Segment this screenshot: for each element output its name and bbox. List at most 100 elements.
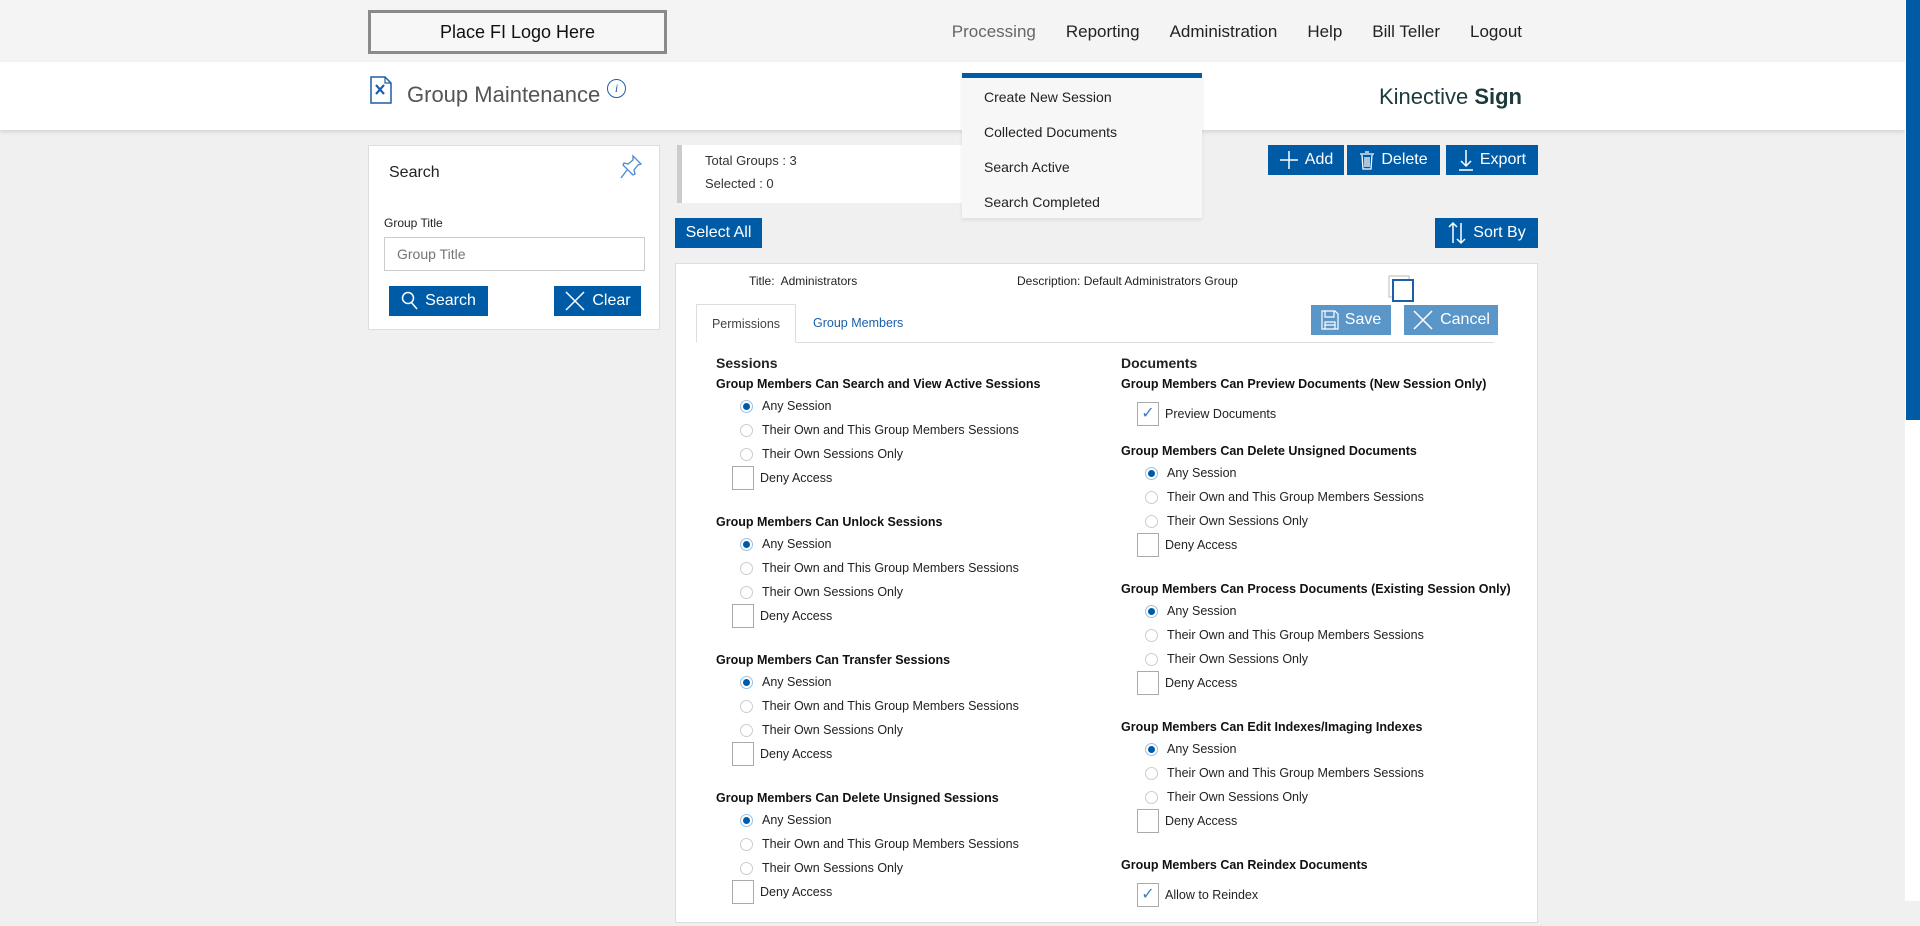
radio-button (1145, 490, 1158, 504)
group-card: Title: Administrators Description: Defau… (675, 263, 1538, 923)
export-button[interactable]: Export (1446, 145, 1538, 175)
radio-button (740, 723, 753, 737)
checkmark-icon: ✓ (1137, 402, 1159, 426)
radio-button (1145, 766, 1158, 780)
radio-option[interactable]: Any Session (1121, 461, 1511, 485)
radio-option[interactable]: Any Session (716, 670, 1040, 694)
radio-option[interactable]: Their Own Sessions Only (716, 718, 1040, 742)
radio-button (740, 837, 753, 851)
radio-option[interactable]: Their Own and This Group Members Session… (716, 832, 1040, 856)
checkmark-icon: ✓ (1137, 883, 1159, 907)
search-icon (401, 291, 418, 310)
radio-option[interactable]: Their Own Sessions Only (1121, 785, 1511, 809)
permission-heading: Group Members Can Preview Documents (New… (1121, 377, 1487, 391)
radio-option[interactable]: Their Own Sessions Only (1121, 647, 1511, 671)
deny-access-checkbox[interactable]: Deny Access (716, 880, 1040, 904)
deny-access-checkbox[interactable]: Deny Access (716, 604, 1040, 628)
radio-button (1145, 514, 1158, 528)
tab-permissions[interactable]: Permissions (696, 304, 796, 343)
deny-access-checkbox[interactable]: Deny Access (1121, 533, 1511, 557)
radio-option[interactable]: Their Own and This Group Members Session… (716, 418, 1040, 442)
radio-option[interactable]: Any Session (1121, 737, 1511, 761)
reindex-group: Group Members Can Reindex Documents ✓ Allo… (1121, 855, 1511, 922)
select-checkbox[interactable] (1388, 275, 1416, 303)
close-icon (1413, 310, 1433, 330)
logo-placeholder: Place FI Logo Here (368, 10, 667, 54)
top-bar (0, 0, 1905, 62)
permission-heading: Group Members Can Delete Unsigned Docume… (1121, 444, 1417, 458)
radio-button (1145, 790, 1158, 804)
radio-button (740, 447, 753, 461)
cancel-button[interactable]: Cancel (1404, 305, 1498, 335)
stats-panel: Total Groups : 3 Selected : 0 (677, 145, 967, 203)
nav-user[interactable]: Bill Teller (1372, 22, 1440, 41)
tab-group-members[interactable]: Group Members (813, 316, 904, 330)
delete-button[interactable]: Delete (1347, 145, 1440, 175)
brand-logo: Kinective Sign (1378, 84, 1522, 109)
preview-documents-checkbox[interactable]: ✓ Preview Documents (1121, 402, 1511, 426)
permission-group: Group Members Can Delete Unsigned Docume… (1121, 441, 1511, 579)
permission-heading: Group Members Can Delete Unsigned Sessio… (716, 791, 999, 805)
sessions-heading: Sessions (716, 355, 778, 371)
sort-by-button[interactable]: Sort By (1435, 218, 1538, 248)
deny-access-checkbox[interactable]: Deny Access (1121, 809, 1511, 833)
allow-reindex-checkbox[interactable]: ✓ Allow to Reindex (1121, 883, 1511, 907)
search-button[interactable]: Search (389, 286, 488, 316)
tab-divider (696, 342, 1494, 343)
clear-button[interactable]: Clear (554, 286, 641, 316)
radio-option[interactable]: Their Own Sessions Only (1121, 509, 1511, 533)
nav-reporting[interactable]: Reporting (1065, 22, 1140, 41)
radio-button (1145, 742, 1158, 756)
radio-option[interactable]: Any Session (716, 394, 1040, 418)
radio-button (740, 423, 753, 437)
select-all-button[interactable]: Select All (675, 218, 762, 248)
nav-help[interactable]: Help (1307, 22, 1343, 41)
nav-administration[interactable]: Administration (1169, 22, 1278, 41)
radio-option[interactable]: Their Own and This Group Members Session… (716, 694, 1040, 718)
radio-option[interactable]: Their Own and This Group Members Session… (716, 556, 1040, 580)
radio-option[interactable]: Their Own Sessions Only (716, 580, 1040, 604)
radio-option[interactable]: Their Own and This Group Members Session… (1121, 761, 1511, 785)
nav-processing[interactable]: Processing (951, 22, 1036, 41)
radio-option[interactable]: Any Session (716, 808, 1040, 832)
radio-option[interactable]: Any Session (716, 532, 1040, 556)
save-button[interactable]: Save (1311, 305, 1391, 335)
group-description: Description: Default Administrators Grou… (1017, 274, 1238, 288)
radio-button (740, 585, 753, 599)
group-title-label: Group Title (384, 216, 443, 230)
deny-access-checkbox[interactable]: Deny Access (716, 466, 1040, 490)
menu-item-search-active[interactable]: Search Active (984, 159, 1070, 175)
deny-access-checkbox[interactable]: Deny Access (1121, 671, 1511, 695)
document-tools-icon (370, 76, 392, 104)
radio-option[interactable]: Their Own Sessions Only (716, 856, 1040, 880)
permission-group: Group Members Can Edit Indexes/Imaging I… (1121, 717, 1511, 855)
pin-icon[interactable] (619, 154, 643, 180)
radio-option[interactable]: Their Own Sessions Only (716, 442, 1040, 466)
radio-button (740, 399, 753, 413)
group-title-input[interactable] (384, 237, 645, 271)
menu-item-collected-documents[interactable]: Collected Documents (984, 124, 1118, 140)
radio-option[interactable]: Their Own and This Group Members Session… (1121, 485, 1511, 509)
menu-item-search-completed[interactable]: Search Completed (984, 194, 1100, 210)
radio-option[interactable]: Their Own and This Group Members Session… (1121, 623, 1511, 647)
permission-heading: Group Members Can Transfer Sessions (716, 653, 951, 667)
permission-heading: Group Members Can Unlock Sessions (716, 515, 943, 529)
permission-heading: Group Members Can Edit Indexes/Imaging I… (1121, 720, 1423, 734)
logo-text: Place FI Logo Here (439, 21, 596, 42)
selected-count: Selected : 0 (705, 176, 774, 191)
scrollbar-thumb[interactable] (1906, 0, 1920, 420)
radio-button (1145, 628, 1158, 642)
radio-button (740, 675, 753, 689)
radio-option[interactable]: Any Session (1121, 599, 1511, 623)
deny-access-checkbox[interactable]: Deny Access (716, 742, 1040, 766)
radio-button (1145, 652, 1158, 666)
group-title: Title: Administrators (749, 274, 858, 288)
radio-button (740, 861, 753, 875)
permission-group: Group Members Can Search and View Active… (716, 374, 1040, 512)
nav-logout[interactable]: Logout (1470, 22, 1522, 41)
add-button[interactable]: Add (1268, 145, 1344, 175)
sort-icon (1448, 221, 1466, 245)
info-icon[interactable]: i (607, 79, 626, 98)
menu-item-create-new-session[interactable]: Create New Session (984, 89, 1112, 105)
trash-icon (1360, 151, 1375, 170)
